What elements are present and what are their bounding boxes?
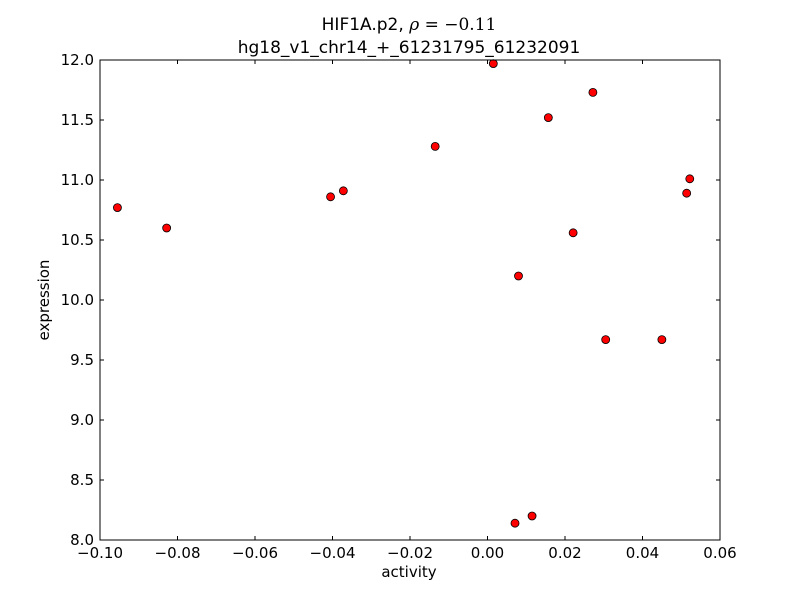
x-tick-label: 0.04 — [626, 544, 659, 562]
x-axis-label: activity — [381, 563, 436, 581]
plot-area: −0.10 −0.08 −0.06 −0.04 −0.02 0.00 0.02 0.04 0.0… — [61, 51, 737, 562]
y-tick-label: 9.0 — [70, 411, 94, 429]
data-point — [685, 174, 695, 184]
data-point — [488, 59, 498, 68]
x-tick-label: 0.06 — [703, 544, 736, 562]
y-tick-label: 8.5 — [70, 471, 94, 489]
data-point — [588, 88, 598, 97]
rho-value: −0.11 — [444, 15, 496, 35]
data-point — [568, 228, 578, 238]
rho-equals: = — [419, 15, 444, 35]
data-point — [510, 518, 520, 528]
data-point — [514, 271, 523, 281]
x-tick-label: −0.02 — [387, 544, 433, 562]
y-tick-label: 11.5 — [61, 111, 94, 129]
x-tick-label: −0.04 — [310, 544, 356, 562]
y-tick-label: 10.5 — [61, 231, 94, 249]
x-tick-label: 0.02 — [548, 544, 581, 562]
x-tick-label: −0.06 — [232, 544, 278, 562]
data-point — [527, 511, 537, 521]
data-point — [162, 223, 172, 233]
y-tick-label: 10.0 — [61, 291, 94, 309]
chart-title: HIF1A.p2, ρ = −0.11 — [322, 15, 497, 35]
x-tick-label: −0.08 — [155, 544, 201, 562]
y-tick-label: 11.0 — [61, 171, 94, 189]
chart-subtitle: hg18_v1_chr14_+_61231795_61232091 — [238, 38, 581, 58]
data-point — [601, 335, 611, 345]
y-axis-label: expression — [35, 260, 53, 341]
data-point — [430, 141, 440, 151]
data-point — [326, 192, 335, 202]
y-tick-label: 12.0 — [61, 51, 94, 69]
axes-frame — [99, 59, 721, 541]
data-point — [657, 335, 667, 345]
y-tick-label: 8.0 — [70, 531, 94, 549]
data-point — [543, 113, 553, 122]
data-point — [338, 186, 348, 196]
data-points — [113, 59, 695, 528]
x-tick-label: 0.00 — [471, 544, 504, 562]
y-tick-label: 9.5 — [70, 351, 94, 369]
x-tick-label: −0.10 — [77, 544, 123, 562]
rho-symbol: ρ — [408, 15, 419, 35]
data-point — [682, 188, 692, 198]
title-prefix: HIF1A.p2, — [322, 15, 410, 35]
data-point — [113, 203, 122, 213]
